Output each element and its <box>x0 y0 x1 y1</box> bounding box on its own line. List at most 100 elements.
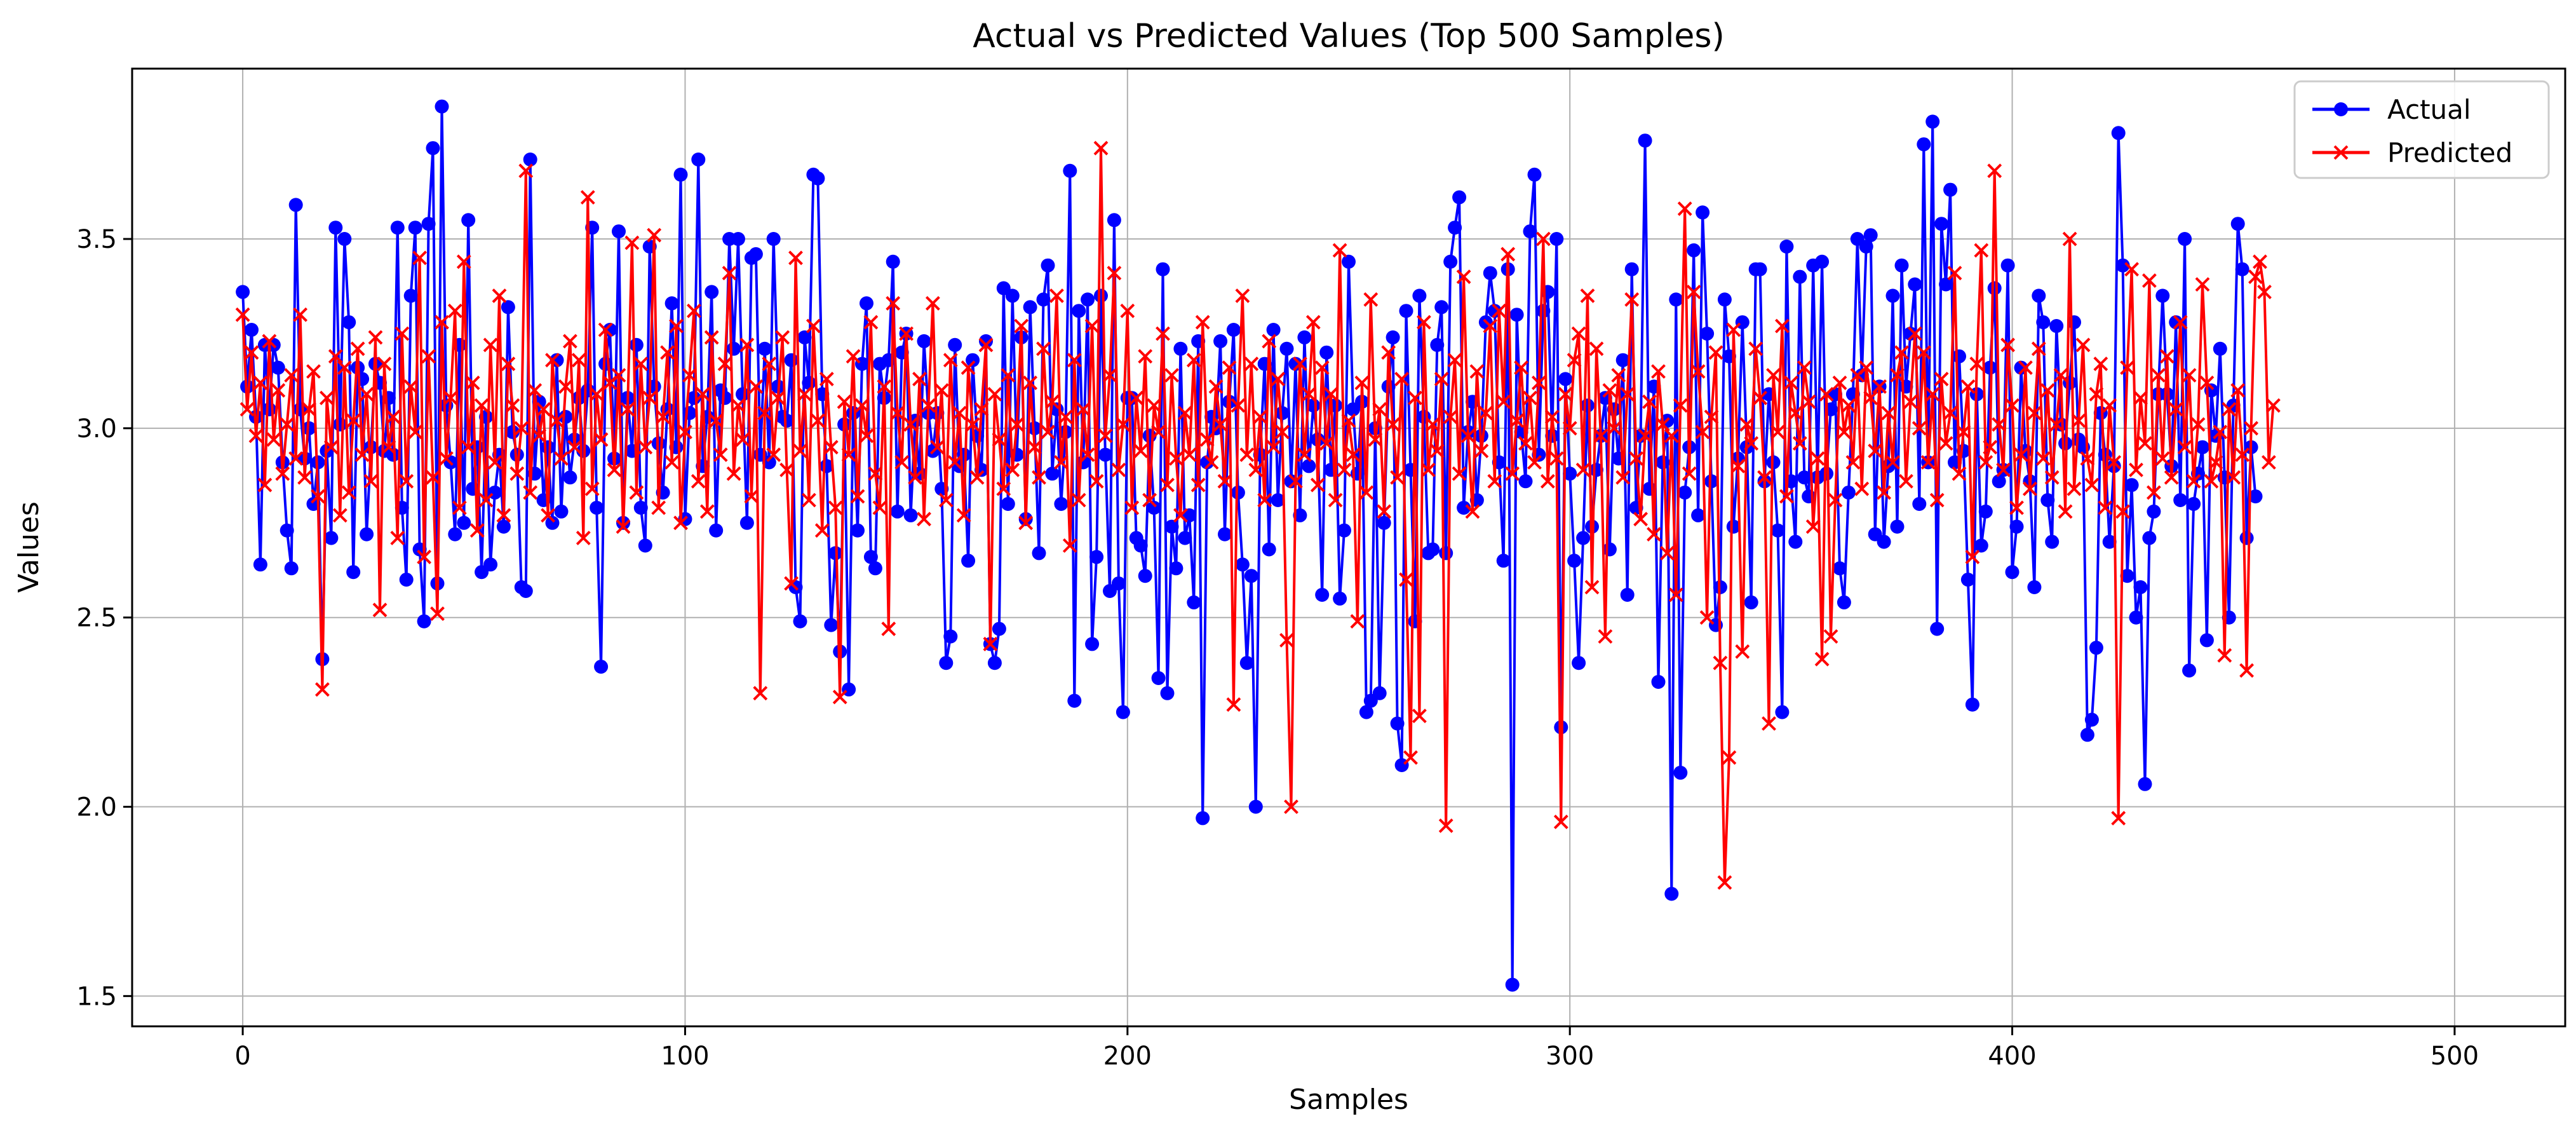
predicted-point <box>363 473 379 489</box>
actual-point <box>1430 337 1445 352</box>
predicted-point <box>713 447 728 463</box>
actual-point <box>851 523 865 538</box>
actual-point <box>1182 508 1197 522</box>
predicted-point <box>2111 810 2126 826</box>
predicted-point <box>638 440 653 455</box>
predicted-point <box>1084 318 1100 334</box>
predicted-point <box>886 296 901 311</box>
predicted-point <box>1584 580 1600 595</box>
predicted-point <box>2026 405 2042 421</box>
predicted-point <box>1231 398 1246 413</box>
predicted-point <box>1297 447 1312 463</box>
predicted-point <box>1969 357 1985 372</box>
predicted-point <box>1598 629 1613 644</box>
x-tick-label: 200 <box>1103 1042 1152 1071</box>
actual-point <box>1664 887 1679 901</box>
predicted-point <box>921 398 936 413</box>
actual-point <box>2230 217 2245 231</box>
predicted-point <box>426 470 440 485</box>
predicted-point <box>1147 398 1162 413</box>
predicted-point <box>2244 421 2259 436</box>
actual-point <box>1297 330 1312 344</box>
predicted-point <box>2040 383 2055 398</box>
actual-point <box>1744 595 1758 609</box>
predicted-point <box>952 405 967 421</box>
actual-point <box>1372 686 1387 700</box>
predicted-point <box>2075 337 2091 353</box>
predicted-point <box>1199 432 1215 447</box>
actual-point <box>1235 557 1250 572</box>
actual-point <box>2040 493 2055 507</box>
predicted-point <box>417 549 432 564</box>
predicted-point <box>562 334 577 349</box>
actual-point <box>1067 693 1082 708</box>
actual-point <box>1917 137 1931 152</box>
actual-point <box>739 515 754 530</box>
actual-point <box>1558 372 1573 386</box>
actual-point <box>1023 300 1037 315</box>
predicted-point <box>1173 508 1188 523</box>
predicted-point <box>633 357 649 372</box>
predicted-point <box>1704 409 1719 425</box>
predicted-point <box>881 622 896 637</box>
predicted-point <box>1677 201 1692 216</box>
actual-point <box>1563 466 1577 481</box>
predicted-point <box>1558 386 1573 402</box>
x-tick-label: 100 <box>661 1042 709 1071</box>
actual-point <box>1691 508 1706 522</box>
actual-point <box>2036 315 2051 330</box>
predicted-point <box>1535 231 1551 247</box>
actual-point <box>2129 610 2143 625</box>
actual-point <box>1032 546 1046 561</box>
predicted-point <box>341 485 356 500</box>
predicted-point <box>1505 466 1520 481</box>
predicted-point <box>854 398 870 413</box>
predicted-point <box>1120 303 1135 318</box>
actual-point <box>1717 292 1732 307</box>
predicted-point <box>673 515 688 531</box>
actual-point <box>784 353 799 367</box>
actual-point <box>2195 440 2209 454</box>
actual-point <box>1271 493 1285 507</box>
predicted-point <box>1058 409 1073 425</box>
predicted-point <box>1186 353 1201 368</box>
actual-point <box>1939 277 1953 292</box>
predicted-point <box>2199 375 2215 390</box>
predicted-point <box>394 326 410 341</box>
x-tick-label: 300 <box>1546 1042 1594 1071</box>
predicted-point <box>1434 371 1449 386</box>
actual-point <box>1669 292 1683 307</box>
predicted-point <box>593 432 609 447</box>
actual-point <box>1859 240 1873 254</box>
actual-point <box>262 402 276 417</box>
actual-point <box>2032 289 2046 303</box>
predicted-point <box>1253 409 1268 425</box>
predicted-point <box>1469 364 1485 379</box>
predicted-point <box>589 386 604 402</box>
actual-point <box>1620 588 1635 602</box>
actual-point <box>1894 258 1909 273</box>
predicted-point <box>509 466 525 481</box>
predicted-point <box>1350 614 1365 629</box>
predicted-point <box>1832 375 1847 390</box>
predicted-point <box>647 228 662 243</box>
actual-point <box>236 285 250 299</box>
legend-actual-label: Actual <box>2387 94 2471 125</box>
predicted-point <box>1217 473 1232 489</box>
predicted-point <box>2164 470 2179 485</box>
predicted-point <box>1345 447 1361 463</box>
actual-point <box>1443 254 1458 269</box>
actual-point <box>1908 277 1922 292</box>
predicted-point <box>1792 436 1807 451</box>
predicted-point <box>664 455 680 470</box>
predicted-point <box>1699 610 1715 625</box>
predicted-point <box>1460 428 1476 444</box>
predicted-point <box>1624 292 1640 307</box>
predicted-point <box>823 440 839 455</box>
predicted-point <box>1429 444 1445 459</box>
predicted-point <box>332 508 347 523</box>
predicted-point <box>576 531 591 546</box>
predicted-point <box>2257 284 2272 299</box>
predicted-point <box>841 447 856 463</box>
actual-point <box>1952 349 1966 364</box>
